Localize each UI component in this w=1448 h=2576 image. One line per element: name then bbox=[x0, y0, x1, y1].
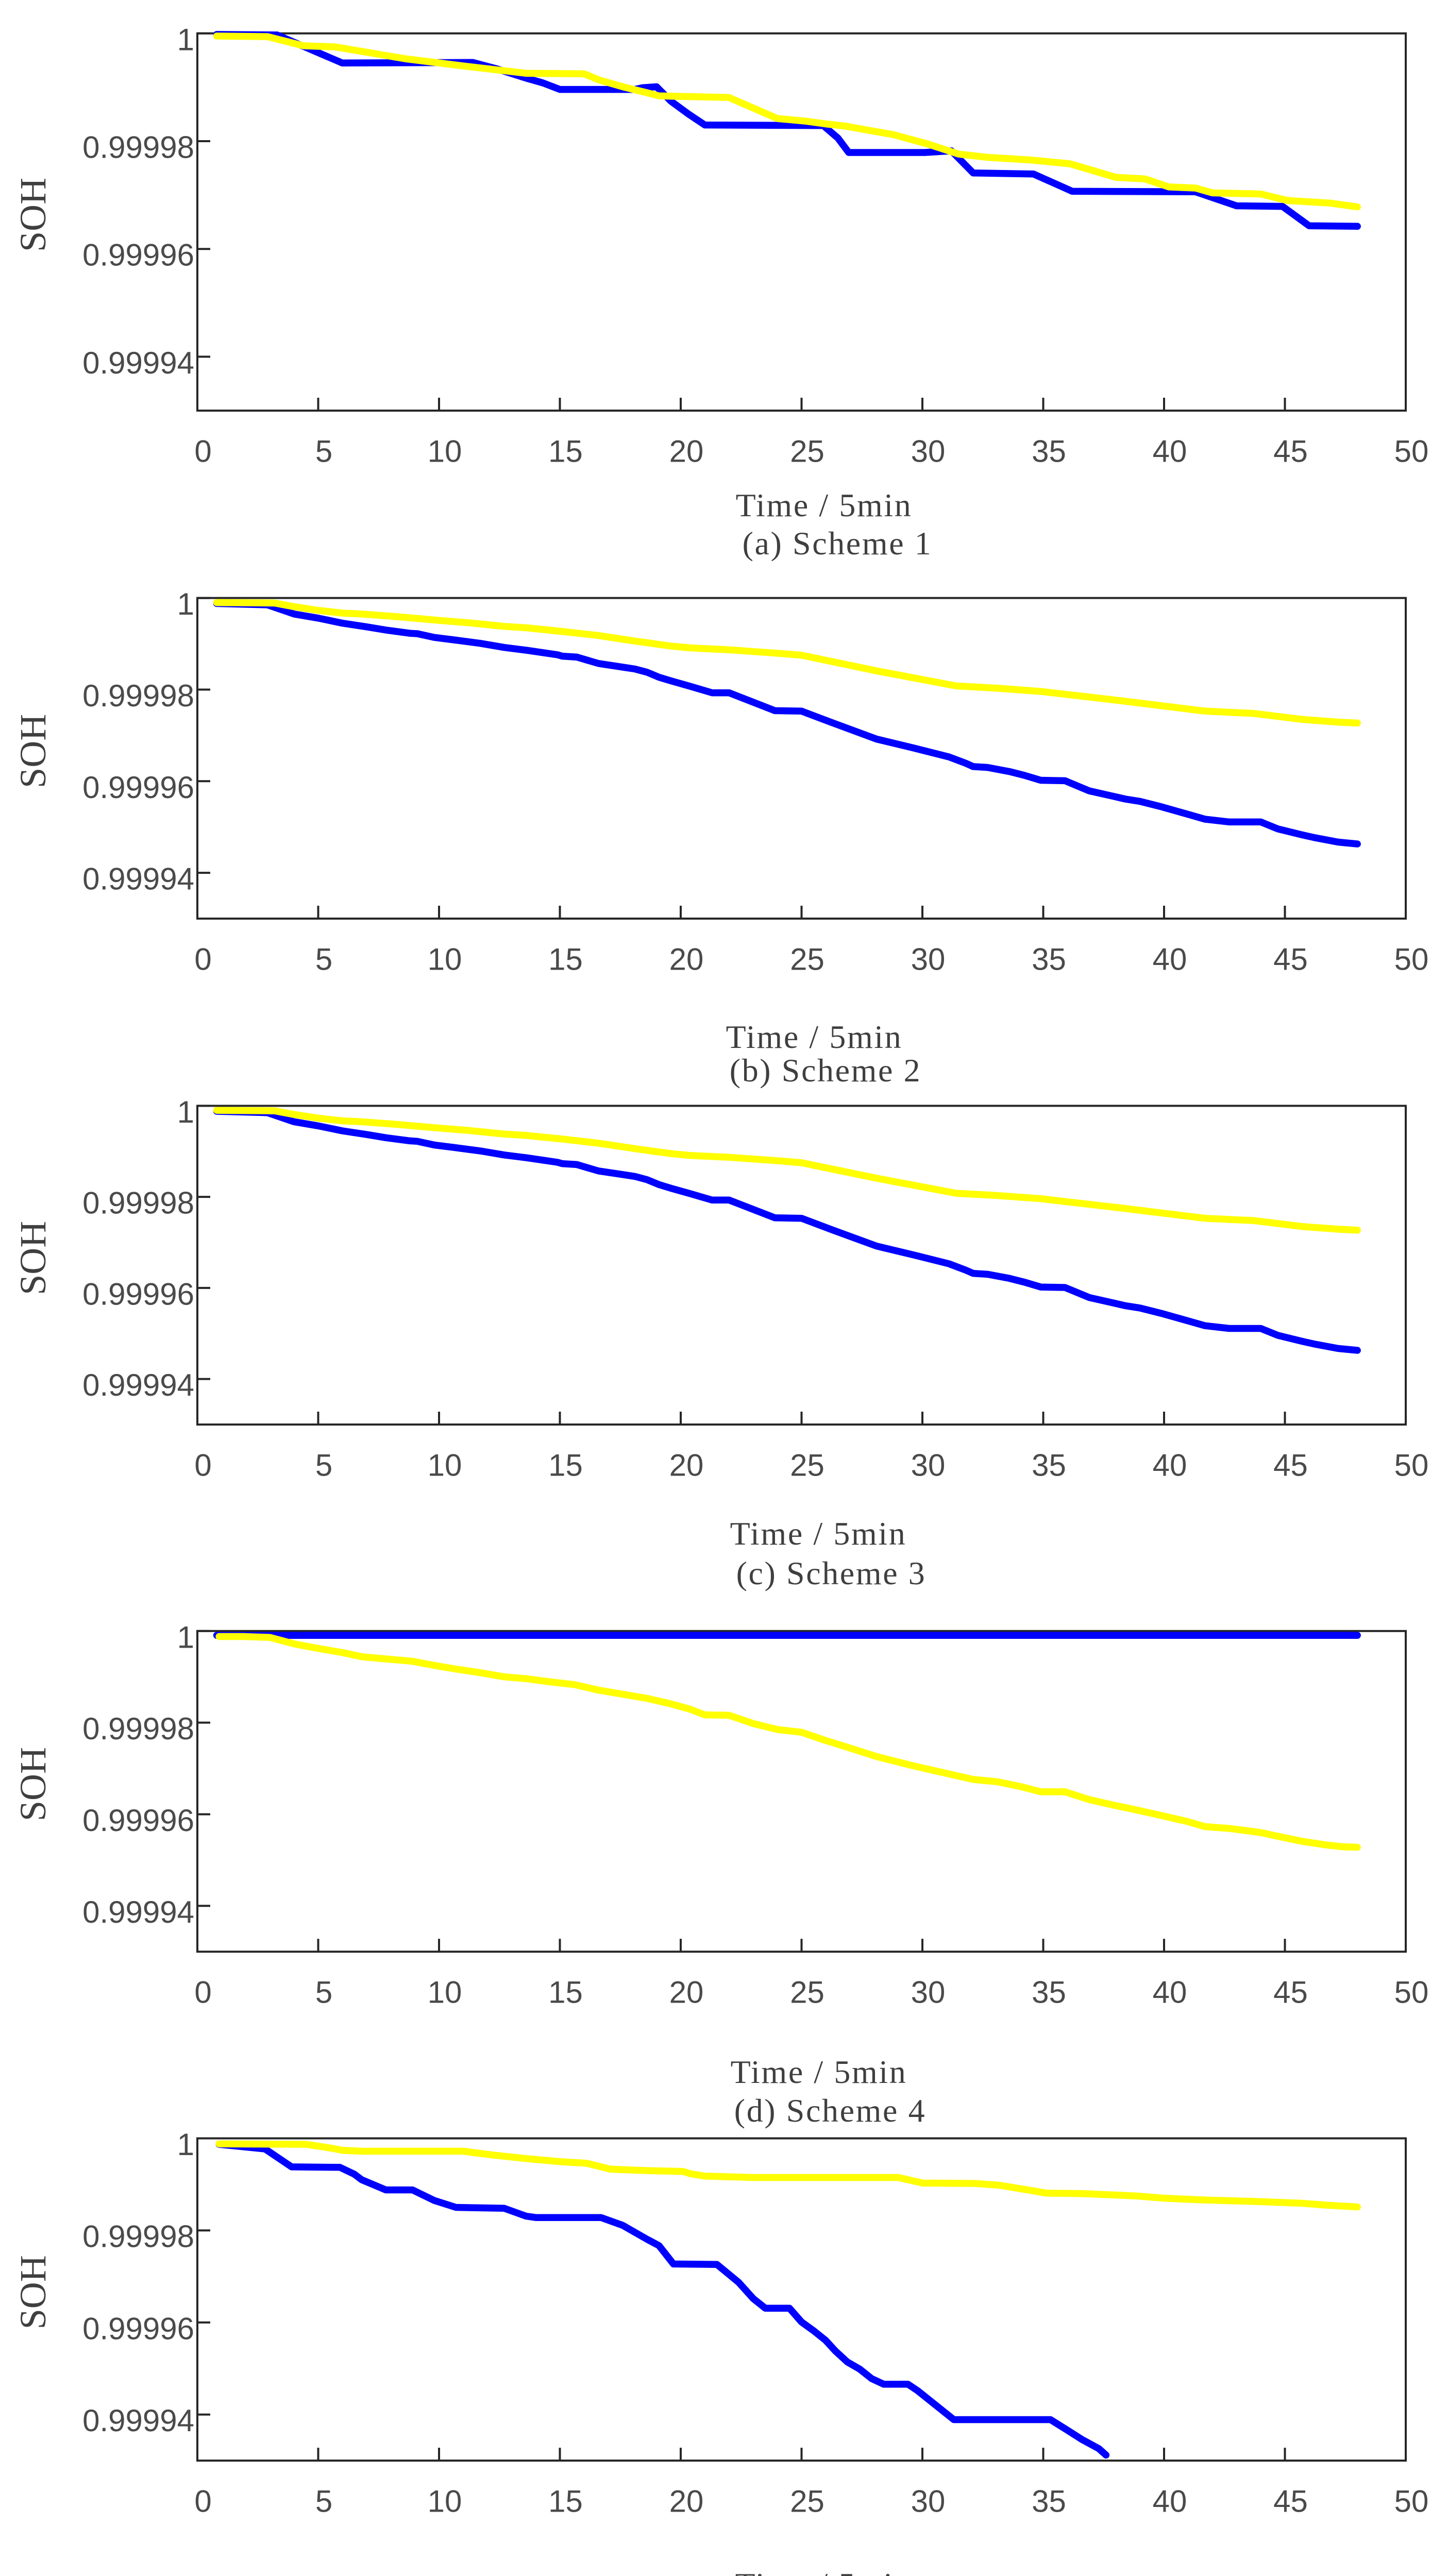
svg-text:0: 0 bbox=[194, 1448, 211, 1483]
svg-text:40: 40 bbox=[1153, 434, 1187, 469]
svg-text:SOH: SOH bbox=[12, 1747, 54, 1821]
svg-text:0.99998: 0.99998 bbox=[82, 2219, 194, 2254]
svg-text:0.99994: 0.99994 bbox=[82, 346, 194, 380]
svg-text:SOH: SOH bbox=[12, 714, 54, 788]
svg-text:30: 30 bbox=[911, 1448, 946, 1483]
svg-text:30: 30 bbox=[911, 434, 946, 469]
svg-text:0.99994: 0.99994 bbox=[82, 2403, 194, 2438]
svg-text:0.99996: 0.99996 bbox=[82, 1277, 194, 1311]
svg-text:50: 50 bbox=[1394, 942, 1429, 977]
svg-text:50: 50 bbox=[1394, 1975, 1429, 2010]
svg-text:35: 35 bbox=[1032, 1448, 1066, 1483]
svg-text:50: 50 bbox=[1394, 1448, 1429, 1483]
svg-text:30: 30 bbox=[911, 1975, 946, 2010]
svg-text:35: 35 bbox=[1032, 434, 1066, 469]
svg-text:1: 1 bbox=[177, 2127, 194, 2162]
svg-text:20: 20 bbox=[669, 434, 704, 469]
svg-text:SOH: SOH bbox=[12, 178, 54, 252]
svg-text:10: 10 bbox=[428, 942, 462, 977]
svg-text:SOH: SOH bbox=[12, 2255, 54, 2329]
svg-text:10: 10 bbox=[428, 434, 462, 469]
svg-text:0.99996: 0.99996 bbox=[82, 1803, 194, 1838]
svg-text:Time / 5min: Time / 5min bbox=[726, 1019, 903, 1055]
svg-text:1: 1 bbox=[177, 22, 194, 57]
svg-text:15: 15 bbox=[548, 2484, 583, 2519]
svg-text:40: 40 bbox=[1153, 1975, 1187, 2010]
svg-text:15: 15 bbox=[548, 434, 583, 469]
svg-text:15: 15 bbox=[548, 1448, 583, 1483]
svg-text:SOH: SOH bbox=[12, 1221, 54, 1295]
svg-text:45: 45 bbox=[1273, 434, 1308, 469]
svg-text:10: 10 bbox=[428, 1448, 462, 1483]
svg-text:50: 50 bbox=[1394, 434, 1429, 469]
svg-text:5: 5 bbox=[315, 2484, 332, 2519]
svg-text:0.99996: 0.99996 bbox=[82, 2311, 194, 2346]
svg-text:0.99998: 0.99998 bbox=[82, 1711, 194, 1746]
svg-text:0.99998: 0.99998 bbox=[82, 130, 194, 165]
svg-text:30: 30 bbox=[911, 2484, 946, 2519]
svg-text:(a) Scheme 1: (a) Scheme 1 bbox=[743, 525, 933, 562]
svg-text:50: 50 bbox=[1394, 2484, 1429, 2519]
svg-text:20: 20 bbox=[669, 942, 704, 977]
svg-text:0.99994: 0.99994 bbox=[82, 1895, 194, 1929]
svg-text:10: 10 bbox=[428, 1975, 462, 2010]
svg-text:35: 35 bbox=[1032, 1975, 1066, 2010]
svg-text:10: 10 bbox=[428, 2484, 462, 2519]
svg-text:5: 5 bbox=[315, 942, 332, 977]
svg-text:25: 25 bbox=[790, 2484, 824, 2519]
svg-text:25: 25 bbox=[790, 1975, 824, 2010]
svg-text:0.99998: 0.99998 bbox=[82, 1186, 194, 1221]
svg-text:30: 30 bbox=[911, 942, 946, 977]
svg-text:0.99994: 0.99994 bbox=[82, 1368, 194, 1402]
svg-text:5: 5 bbox=[315, 1975, 332, 2010]
svg-text:0: 0 bbox=[194, 2484, 211, 2519]
svg-text:15: 15 bbox=[548, 1975, 583, 2010]
svg-text:5: 5 bbox=[315, 1448, 332, 1483]
svg-text:25: 25 bbox=[790, 1448, 824, 1483]
svg-text:35: 35 bbox=[1032, 2484, 1066, 2519]
svg-text:1: 1 bbox=[177, 1620, 194, 1654]
svg-text:1: 1 bbox=[177, 1095, 194, 1129]
svg-text:5: 5 bbox=[315, 434, 332, 469]
svg-text:15: 15 bbox=[548, 942, 583, 977]
svg-text:0.99996: 0.99996 bbox=[82, 770, 194, 805]
svg-text:25: 25 bbox=[790, 942, 824, 977]
svg-text:1: 1 bbox=[177, 587, 194, 621]
svg-text:0.99994: 0.99994 bbox=[82, 862, 194, 896]
svg-text:40: 40 bbox=[1153, 2484, 1187, 2519]
svg-text:45: 45 bbox=[1273, 942, 1308, 977]
svg-text:0: 0 bbox=[194, 942, 211, 977]
svg-text:20: 20 bbox=[669, 1448, 704, 1483]
svg-text:45: 45 bbox=[1273, 2484, 1308, 2519]
svg-text:Time / 5min: Time / 5min bbox=[735, 2566, 912, 2576]
svg-text:45: 45 bbox=[1273, 1448, 1308, 1483]
svg-text:45: 45 bbox=[1273, 1975, 1308, 2010]
svg-text:(c) Scheme 3: (c) Scheme 3 bbox=[736, 1555, 927, 1591]
svg-text:35: 35 bbox=[1032, 942, 1066, 977]
svg-text:Time / 5min: Time / 5min bbox=[736, 487, 913, 523]
svg-text:40: 40 bbox=[1153, 1448, 1187, 1483]
svg-text:0.99998: 0.99998 bbox=[82, 679, 194, 713]
svg-text:0: 0 bbox=[194, 434, 211, 469]
svg-text:Time / 5min: Time / 5min bbox=[730, 1515, 907, 1552]
svg-text:(d) Scheme 4: (d) Scheme 4 bbox=[734, 2092, 926, 2129]
svg-text:0.99996: 0.99996 bbox=[82, 238, 194, 273]
svg-text:0: 0 bbox=[194, 1975, 211, 2010]
svg-text:40: 40 bbox=[1153, 942, 1187, 977]
svg-text:20: 20 bbox=[669, 1975, 704, 2010]
svg-text:(b) Scheme 2: (b) Scheme 2 bbox=[730, 1052, 921, 1089]
svg-text:25: 25 bbox=[790, 434, 824, 469]
svg-text:Time / 5min: Time / 5min bbox=[731, 2054, 907, 2090]
svg-text:20: 20 bbox=[669, 2484, 704, 2519]
